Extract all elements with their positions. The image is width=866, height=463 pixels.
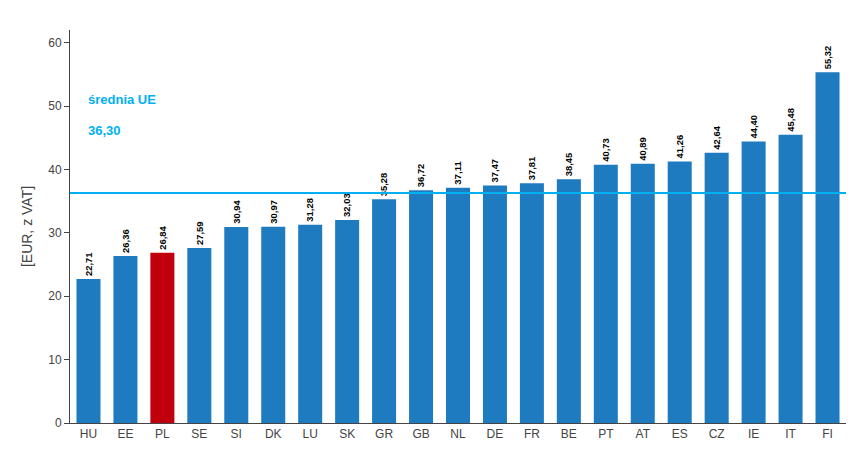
svg-text:CZ: CZ xyxy=(709,427,725,441)
svg-text:36,30: 36,30 xyxy=(88,123,121,138)
svg-text:37,47: 37,47 xyxy=(489,159,500,183)
svg-text:BE: BE xyxy=(561,427,577,441)
svg-text:41,26: 41,26 xyxy=(674,135,685,159)
svg-text:42,64: 42,64 xyxy=(711,125,722,149)
svg-text:DE: DE xyxy=(487,427,504,441)
svg-text:26,36: 26,36 xyxy=(120,229,131,253)
svg-text:36,72: 36,72 xyxy=(415,164,426,188)
svg-text:26,84: 26,84 xyxy=(157,226,168,250)
svg-text:35,28: 35,28 xyxy=(378,173,389,197)
svg-text:IT: IT xyxy=(785,427,796,441)
svg-text:30,97: 30,97 xyxy=(268,200,279,224)
svg-text:22,71: 22,71 xyxy=(83,252,94,276)
svg-text:PL: PL xyxy=(155,427,170,441)
svg-text:[EUR, z VAT]: [EUR, z VAT] xyxy=(19,186,35,267)
svg-text:EE: EE xyxy=(117,427,133,441)
svg-text:PT: PT xyxy=(598,427,614,441)
svg-text:DK: DK xyxy=(265,427,282,441)
svg-text:37,11: 37,11 xyxy=(452,161,463,185)
svg-text:SI: SI xyxy=(231,427,242,441)
svg-text:20: 20 xyxy=(48,289,62,303)
svg-text:38,45: 38,45 xyxy=(563,153,574,177)
svg-text:średnia UE: średnia UE xyxy=(88,92,156,107)
svg-text:10: 10 xyxy=(48,353,62,367)
svg-text:FR: FR xyxy=(524,427,540,441)
svg-text:32,03: 32,03 xyxy=(341,193,352,217)
svg-text:40: 40 xyxy=(48,163,62,177)
svg-text:LU: LU xyxy=(303,427,318,441)
svg-text:37,81: 37,81 xyxy=(526,157,537,181)
svg-text:ES: ES xyxy=(672,427,688,441)
svg-text:50: 50 xyxy=(48,99,62,113)
svg-text:HU: HU xyxy=(80,427,97,441)
svg-text:0: 0 xyxy=(55,416,62,430)
svg-text:55,32: 55,32 xyxy=(822,46,833,70)
svg-text:30: 30 xyxy=(48,226,62,240)
svg-text:40,89: 40,89 xyxy=(637,137,648,161)
svg-text:SE: SE xyxy=(191,427,207,441)
svg-text:AT: AT xyxy=(636,427,651,441)
svg-text:FI: FI xyxy=(822,427,833,441)
svg-text:44,40: 44,40 xyxy=(748,115,759,139)
svg-text:31,28: 31,28 xyxy=(304,198,315,222)
svg-text:GB: GB xyxy=(412,427,429,441)
svg-text:40,73: 40,73 xyxy=(600,138,611,162)
svg-text:30,94: 30,94 xyxy=(231,200,242,224)
svg-text:GR: GR xyxy=(375,427,393,441)
svg-text:60: 60 xyxy=(48,36,62,50)
svg-text:IE: IE xyxy=(748,427,759,441)
svg-text:45,48: 45,48 xyxy=(785,108,796,132)
svg-text:27,59: 27,59 xyxy=(194,222,205,246)
svg-text:SK: SK xyxy=(339,427,355,441)
svg-text:NL: NL xyxy=(450,427,466,441)
